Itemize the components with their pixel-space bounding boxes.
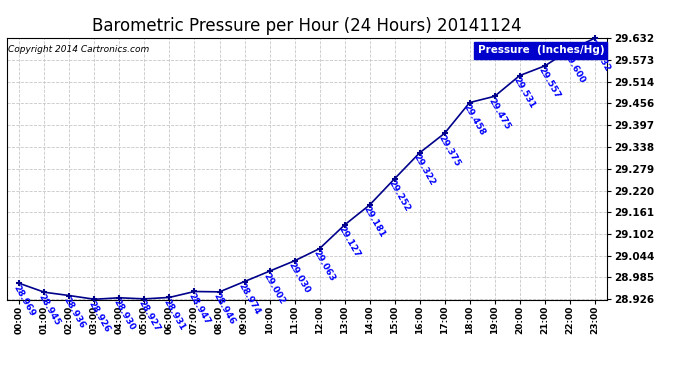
Text: 29.375: 29.375: [437, 133, 462, 168]
Text: Pressure  (Inches/Hg): Pressure (Inches/Hg): [477, 45, 604, 56]
Text: 29.063: 29.063: [312, 249, 337, 283]
Text: 29.252: 29.252: [387, 179, 412, 213]
Text: 28.945: 28.945: [37, 292, 62, 327]
Text: 29.458: 29.458: [462, 103, 487, 137]
Title: Barometric Pressure per Hour (24 Hours) 20141124: Barometric Pressure per Hour (24 Hours) …: [92, 16, 522, 34]
Text: 29.475: 29.475: [487, 96, 512, 131]
Text: 28.926: 28.926: [87, 299, 112, 334]
Text: 29.600: 29.600: [562, 50, 587, 84]
Text: 28.927: 28.927: [137, 299, 162, 334]
Text: 28.930: 28.930: [112, 298, 137, 332]
Text: 29.127: 29.127: [337, 225, 362, 260]
Text: Copyright 2014 Cartronics.com: Copyright 2014 Cartronics.com: [8, 45, 149, 54]
Text: 29.030: 29.030: [287, 261, 312, 295]
Text: 28.931: 28.931: [161, 297, 187, 332]
Text: 28.946: 28.946: [212, 292, 237, 327]
Text: 29.531: 29.531: [512, 76, 537, 110]
Text: 28.947: 28.947: [187, 291, 212, 326]
Text: 28.969: 28.969: [12, 284, 37, 318]
Text: 29.322: 29.322: [412, 153, 437, 188]
Text: 28.974: 28.974: [237, 282, 262, 316]
Text: 29.181: 29.181: [362, 205, 387, 240]
Text: 29.632: 29.632: [587, 38, 612, 73]
Text: 29.557: 29.557: [537, 66, 562, 100]
Text: 29.002: 29.002: [262, 271, 287, 306]
Text: 28.936: 28.936: [61, 296, 87, 330]
